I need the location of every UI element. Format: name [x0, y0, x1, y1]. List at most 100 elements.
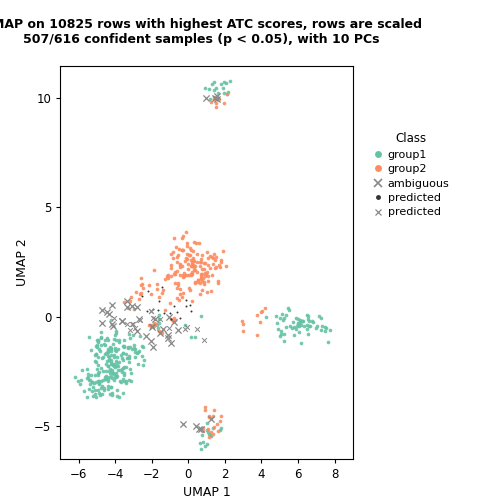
Point — [290, 331, 298, 339]
Point — [108, 321, 116, 329]
Point — [101, 372, 109, 381]
Point — [164, 274, 172, 282]
Point — [194, 276, 202, 284]
Point — [100, 386, 108, 394]
Point — [207, 287, 215, 295]
Point — [209, 423, 217, 431]
Point — [182, 302, 190, 310]
Point — [159, 325, 167, 333]
Point — [97, 384, 105, 392]
Point — [107, 347, 115, 355]
Point — [217, 424, 225, 432]
Point — [196, 290, 204, 298]
Point — [94, 371, 102, 379]
Point — [111, 346, 119, 354]
Point — [214, 89, 222, 97]
Point — [313, 322, 321, 330]
Point — [317, 314, 325, 322]
Point — [104, 376, 112, 385]
Point — [209, 430, 217, 438]
Point — [95, 377, 103, 385]
Point — [75, 377, 83, 386]
Point — [113, 392, 121, 400]
Point — [189, 247, 197, 255]
Point — [107, 383, 115, 391]
Point — [171, 268, 179, 276]
Point — [88, 379, 96, 387]
Point — [138, 280, 146, 288]
Point — [87, 346, 95, 354]
Point — [276, 314, 284, 323]
Point — [144, 307, 152, 315]
Point — [185, 251, 193, 260]
Point — [131, 341, 139, 349]
Point — [187, 262, 196, 270]
Point — [178, 262, 186, 270]
Point — [91, 371, 99, 379]
Point — [98, 319, 106, 327]
Point — [95, 345, 103, 353]
Point — [83, 365, 91, 373]
Point — [204, 428, 212, 436]
Point — [213, 95, 221, 103]
Point — [137, 274, 145, 282]
Point — [111, 363, 119, 371]
Point — [181, 321, 190, 329]
Text: UMAP on 10825 rows with highest ATC scores, rows are scaled
507/616 confident sa: UMAP on 10825 rows with highest ATC scor… — [0, 18, 422, 46]
Point — [119, 369, 128, 377]
Point — [295, 322, 303, 330]
Point — [317, 327, 325, 335]
Point — [183, 324, 191, 332]
Point — [112, 361, 120, 369]
Point — [119, 356, 128, 364]
Point — [167, 315, 175, 323]
Point — [138, 342, 146, 350]
Point — [155, 319, 163, 327]
Point — [101, 375, 109, 384]
Point — [212, 263, 220, 271]
Point — [180, 269, 188, 277]
Point — [205, 412, 213, 420]
Point — [94, 337, 102, 345]
Point — [202, 403, 210, 411]
Point — [108, 360, 116, 368]
Point — [176, 261, 184, 269]
Point — [204, 261, 212, 269]
Point — [134, 360, 142, 368]
Point — [280, 313, 288, 322]
Point — [326, 326, 334, 334]
Point — [203, 287, 211, 295]
Point — [220, 78, 228, 86]
Point — [180, 272, 188, 280]
Point — [131, 345, 139, 353]
Point — [171, 270, 179, 278]
Point — [117, 377, 125, 386]
Point — [114, 345, 122, 353]
Point — [94, 338, 102, 346]
Point — [114, 358, 122, 366]
Point — [211, 256, 219, 264]
Point — [186, 271, 195, 279]
Point — [128, 302, 136, 310]
Point — [150, 319, 158, 327]
Point — [112, 353, 120, 361]
Point — [237, 317, 245, 325]
Point — [196, 279, 204, 287]
Point — [305, 317, 313, 325]
Point — [105, 356, 113, 364]
Point — [258, 307, 266, 316]
Point — [197, 255, 205, 263]
Point — [129, 345, 137, 353]
Point — [93, 341, 101, 349]
Point — [197, 272, 205, 280]
Point — [85, 386, 93, 394]
Point — [112, 358, 120, 366]
Point — [295, 319, 303, 327]
Point — [187, 307, 196, 315]
Point — [257, 318, 265, 326]
Point — [217, 412, 225, 420]
Point — [114, 365, 122, 373]
Point — [203, 94, 211, 102]
Point — [296, 321, 304, 329]
Point — [208, 271, 216, 279]
